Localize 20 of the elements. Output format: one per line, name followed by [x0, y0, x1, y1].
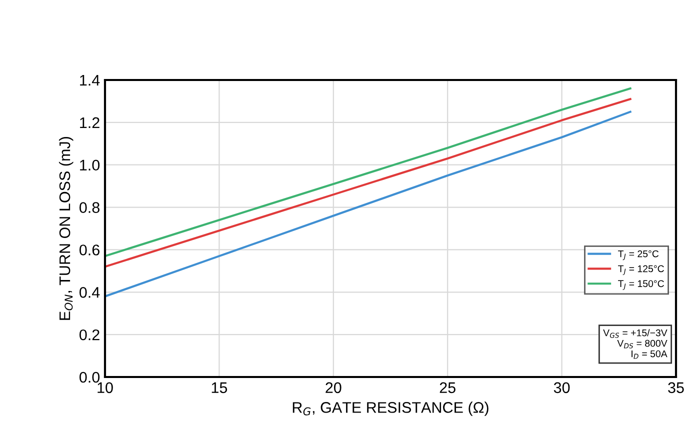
y-tick-label: 0.2 [80, 329, 100, 340]
legend-label: T$_{J}$ = 125°C [618, 265, 664, 276]
x-tick-label: 10 [98, 382, 113, 394]
y-tick-label: 0.4 [80, 287, 100, 298]
x-tick-label: 25 [440, 382, 456, 394]
y-tick-label: 0.0 [80, 372, 100, 383]
text: V$_{GS}$ = +15/−3V V$_{DS}$ = 800V I$_{D}$ = 50A [603, 329, 668, 359]
y-tick-label: 0.8 [80, 202, 100, 213]
y-tick-label: 1.2 [80, 117, 100, 128]
x-tick-label: 15 [212, 382, 228, 394]
x-tick-label: 35 [668, 382, 684, 394]
x-tick-label: 30 [554, 382, 570, 394]
y-tick-label: 0.6 [80, 244, 100, 256]
y-tick-label: 1.0 [80, 160, 100, 171]
x-tick-label: 20 [326, 382, 342, 394]
legend-label: T$_{J}$ = 25°C [618, 250, 659, 260]
legend-label: T$_{J}$ = 150°C [618, 280, 664, 290]
y-axis-title: E$_{ON}$, TURN ON LOSS (mJ) [58, 136, 74, 320]
x-axis-title: R$_{G}$, GATE RESISTANCE (Ω) [292, 402, 488, 416]
y-tick-label: 1.4 [80, 75, 100, 86]
